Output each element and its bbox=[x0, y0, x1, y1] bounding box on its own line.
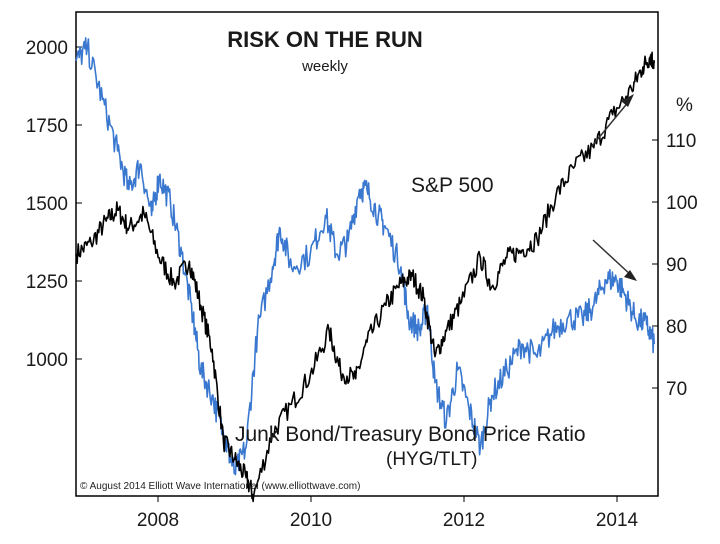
left-axis: 2000 1750 1500 1250 1000 bbox=[26, 38, 82, 371]
right-tick-label: 80 bbox=[666, 317, 687, 338]
right-tick-label: 110 bbox=[666, 131, 696, 152]
ratio-label: Junk Bond/Treasury Bond Price Ratio bbox=[235, 423, 586, 446]
right-axis-unit: % bbox=[676, 95, 693, 116]
left-tick-label: 1250 bbox=[26, 272, 68, 293]
trend-arrow-down bbox=[592, 239, 637, 281]
left-tick-label: 2000 bbox=[26, 38, 68, 59]
copyright-notice: © August 2014 Elliott Wave International… bbox=[80, 481, 360, 492]
right-tick-label: 70 bbox=[666, 379, 687, 400]
left-tick-label: 1750 bbox=[26, 116, 68, 137]
chart-subtitle: weekly bbox=[301, 58, 348, 75]
x-tick-label: 2010 bbox=[290, 510, 332, 531]
right-tick-label: 100 bbox=[666, 193, 698, 214]
x-tick-label: 2012 bbox=[443, 510, 485, 531]
left-tick-label: 1000 bbox=[26, 350, 68, 371]
x-axis: 2008 2010 2012 2014 bbox=[137, 496, 639, 531]
x-tick-label: 2014 bbox=[596, 510, 639, 531]
series-line-junk-treasury-ratio bbox=[75, 37, 655, 476]
sp500-label: S&P 500 bbox=[411, 174, 494, 197]
x-tick-label: 2008 bbox=[137, 510, 179, 531]
series-line-sp500 bbox=[75, 51, 655, 503]
trend-arrow-up bbox=[591, 94, 634, 147]
chart-title: RISK ON THE RUN bbox=[227, 27, 423, 52]
right-tick-label: 90 bbox=[666, 255, 687, 276]
ratio-sublabel: (HYG/TLT) bbox=[386, 449, 477, 470]
right-axis: % 110 100 90 80 70 bbox=[652, 95, 698, 400]
left-tick-label: 1500 bbox=[26, 194, 68, 215]
